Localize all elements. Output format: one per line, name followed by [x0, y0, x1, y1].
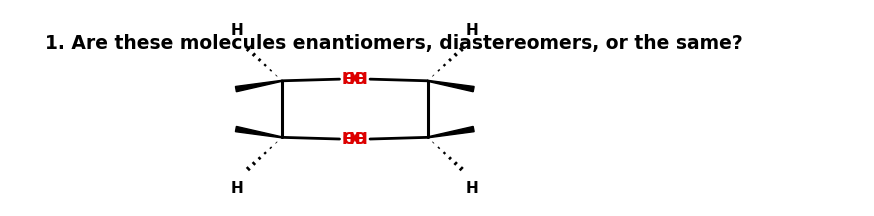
Text: 1. Are these molecules enantiomers, diastereomers, or the same?: 1. Are these molecules enantiomers, dias…	[45, 34, 743, 53]
Text: OH: OH	[343, 132, 368, 146]
Text: HO: HO	[342, 132, 367, 146]
Text: H: H	[231, 22, 244, 38]
Polygon shape	[235, 126, 282, 138]
Text: HO: HO	[342, 72, 367, 87]
Text: H: H	[466, 181, 479, 196]
Polygon shape	[235, 80, 282, 92]
Text: H: H	[466, 22, 479, 38]
Polygon shape	[427, 126, 474, 138]
Text: H: H	[231, 181, 244, 196]
Text: OH: OH	[343, 72, 368, 87]
Polygon shape	[427, 80, 474, 92]
